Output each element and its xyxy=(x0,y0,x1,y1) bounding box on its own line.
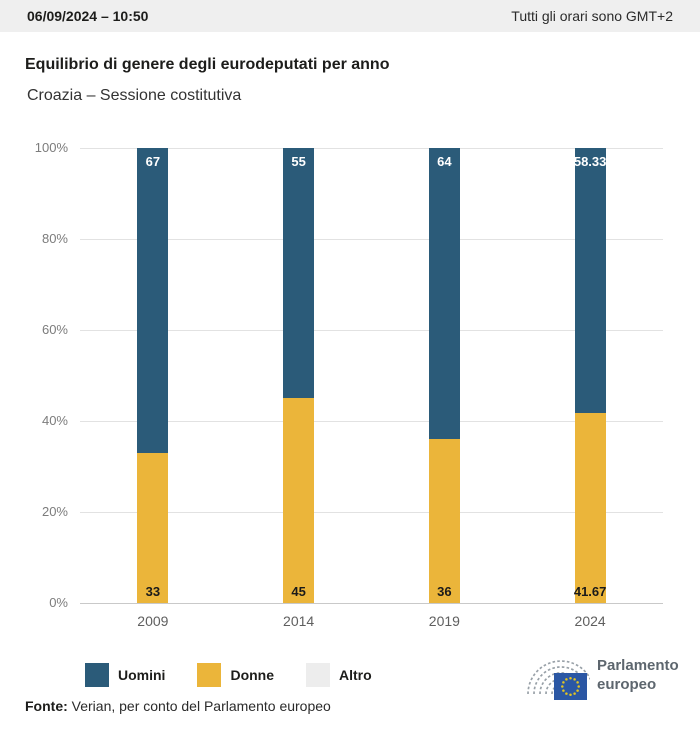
legend-item-donne[interactable]: Donne xyxy=(197,663,274,687)
bar-segment-donne-2024[interactable] xyxy=(574,413,606,603)
gridline-40pct xyxy=(80,421,663,422)
ep-hemicycle-flag-icon xyxy=(527,660,590,700)
bar-segment-uomini-2009[interactable] xyxy=(137,148,169,453)
gridline-0pct xyxy=(80,603,663,604)
legend-swatch-uomini xyxy=(85,663,109,687)
chart-title: Equilibrio di genere degli eurodeputati … xyxy=(25,56,390,73)
source-text: Verian, per conto del Parlamento europeo xyxy=(67,698,331,714)
legend-item-uomini[interactable]: Uomini xyxy=(85,663,165,687)
y-axis-tick-0pct: 0% xyxy=(49,595,68,610)
european-parliament-logo: Parlamento europeo xyxy=(523,650,679,702)
y-axis-tick-60pct: 60% xyxy=(41,322,68,337)
bar-segment-donne-2009[interactable] xyxy=(137,452,169,603)
gridline-60pct xyxy=(80,330,663,331)
bar-value-uomini-2024: 58.33 xyxy=(573,154,607,169)
x-axis-label-2024: 2024 xyxy=(574,613,606,629)
x-axis-label-2009: 2009 xyxy=(137,613,169,629)
bar-segment-uomini-2024[interactable] xyxy=(574,148,606,414)
chart-legend: Uomini Donne Altro xyxy=(85,663,404,687)
bar-value-donne-2009: 33 xyxy=(145,584,161,599)
gridline-80pct xyxy=(80,239,663,240)
bar-value-uomini-2019: 64 xyxy=(437,154,452,169)
y-axis-tick-100pct: 100% xyxy=(34,140,68,155)
bar-value-donne-2024: 41.67 xyxy=(573,584,607,599)
bar-value-uomini-2009: 67 xyxy=(145,154,161,169)
x-axis-label-2014: 2014 xyxy=(283,613,315,629)
legend-swatch-donne xyxy=(197,663,222,687)
chart-subtitle: Croazia – Sessione costitutiva xyxy=(27,87,242,104)
top-bar: 06/09/2024 – 10:50 Tutti gli orari sono … xyxy=(0,0,700,32)
x-axis-label-2019: 2019 xyxy=(428,613,460,629)
bar-segment-donne-2019[interactable] xyxy=(428,439,460,603)
y-axis-tick-20pct: 20% xyxy=(41,504,68,519)
eu-flag xyxy=(554,673,587,700)
timezone-note: Tutti gli orari sono GMT+2 xyxy=(511,8,673,24)
bar-value-donne-2019: 36 xyxy=(437,584,452,599)
gridline-100pct xyxy=(80,148,663,149)
stacked-bar-chart: 0% 20% 40% 60% 80% 100% 33 67 2009 45 55 2014 36 64 20… xyxy=(34,140,663,629)
gridline-20pct xyxy=(80,512,663,513)
ep-logo-line1: Parlamento xyxy=(597,657,679,675)
legend-swatch-altro xyxy=(306,663,331,687)
bar-segment-uomini-2019[interactable] xyxy=(428,148,460,440)
bar-value-donne-2014: 45 xyxy=(291,584,306,599)
ep-logo-text: Parlamento europeo xyxy=(597,657,679,695)
source-label: Fonte: xyxy=(25,698,68,714)
legend-item-altro[interactable]: Altro xyxy=(306,663,372,687)
legend-label-altro: Altro xyxy=(339,667,372,683)
source-note: Fonte: Verian, per conto del Parlamento … xyxy=(25,698,331,714)
datetime-label: 06/09/2024 – 10:50 xyxy=(27,8,149,24)
bar-value-uomini-2014: 55 xyxy=(291,154,306,169)
y-axis-tick-40pct: 40% xyxy=(41,413,68,428)
y-axis-tick-80pct: 80% xyxy=(41,231,68,246)
legend-label-donne: Donne xyxy=(230,667,275,683)
bar-segment-uomini-2014[interactable] xyxy=(283,148,315,399)
legend-label-uomini: Uomini xyxy=(118,667,166,683)
bar-segment-donne-2014[interactable] xyxy=(283,398,315,603)
ep-logo-line2: europeo xyxy=(597,676,657,693)
